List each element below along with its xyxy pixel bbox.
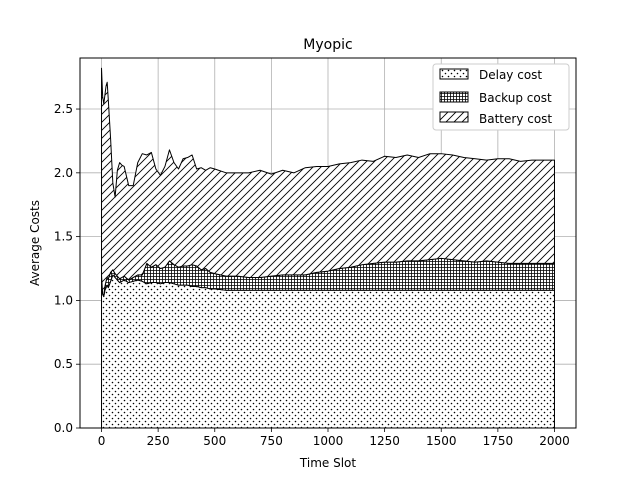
x-tick-label-0: 0 [98, 434, 106, 448]
y-axis-label: Average Costs [28, 200, 42, 286]
y-tick-label-0: 0.0 [54, 421, 73, 435]
tick-layer: 0 250 500 750 1000 1250 1500 1750 2000 0.0 0.5 1.0 1… [54, 102, 570, 448]
x-tick-label-8: 2000 [539, 434, 570, 448]
area-battery [101, 67, 555, 296]
x-tick-label-3: 750 [260, 434, 283, 448]
x-tick-label-7: 1750 [483, 434, 514, 448]
y-tick-label-1: 0.5 [54, 357, 73, 371]
legend-swatch-battery [439, 111, 469, 123]
y-tick-label-4: 2.0 [54, 166, 73, 180]
y-tick-label-5: 2.5 [54, 102, 73, 116]
x-tick-label-2: 500 [203, 434, 226, 448]
area-delay [101, 274, 555, 429]
legend: Delay cost Backup cost Battery cost [432, 63, 570, 131]
chart-title: Myopic [303, 37, 352, 53]
y-tick-label-3: 1.5 [54, 230, 73, 244]
x-tick-label-4: 1000 [313, 434, 344, 448]
legend-label-battery: Battery cost [479, 112, 552, 126]
x-tick-label-5: 1250 [369, 434, 400, 448]
x-tick-label-6: 1500 [426, 434, 457, 448]
y-tick-label-2: 1.0 [54, 293, 73, 307]
area-layer [101, 67, 555, 429]
legend-swatch-delay [439, 68, 469, 80]
legend-label-delay: Delay cost [479, 68, 542, 82]
legend-swatch-backup [439, 91, 469, 103]
x-tick-label-1: 250 [147, 434, 170, 448]
legend-label-backup: Backup cost [479, 91, 552, 105]
x-axis-label: Time Slot [299, 456, 356, 470]
